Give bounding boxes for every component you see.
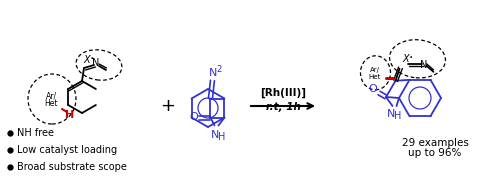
Text: ·: ·: [408, 51, 412, 65]
Text: Broad substrate scope: Broad substrate scope: [17, 162, 127, 172]
Text: up to 96%: up to 96%: [408, 148, 462, 158]
Text: Ar/: Ar/: [370, 67, 380, 73]
Text: [Rh(III)]: [Rh(III)]: [260, 88, 306, 98]
Text: X: X: [402, 54, 409, 64]
Text: N: N: [212, 129, 220, 140]
Text: Ar/: Ar/: [46, 92, 56, 100]
Text: r.t, 1h: r.t, 1h: [266, 102, 300, 112]
Text: N: N: [210, 68, 218, 77]
Text: H: H: [66, 110, 74, 120]
Text: NH free: NH free: [17, 128, 54, 138]
Text: N: N: [92, 58, 100, 68]
Text: +: +: [160, 97, 176, 115]
Text: H: H: [218, 132, 225, 142]
Text: Het: Het: [44, 98, 58, 108]
Text: 29 examples: 29 examples: [402, 138, 468, 148]
Text: 2: 2: [217, 64, 222, 73]
Text: O: O: [189, 113, 198, 123]
Text: Het: Het: [368, 74, 380, 80]
Text: X: X: [84, 55, 90, 65]
Text: O: O: [368, 84, 378, 94]
Text: H: H: [394, 111, 401, 121]
Text: ·: ·: [90, 52, 94, 66]
Text: N: N: [420, 60, 427, 70]
Text: Low catalyst loading: Low catalyst loading: [17, 145, 117, 155]
Text: N: N: [388, 109, 396, 119]
